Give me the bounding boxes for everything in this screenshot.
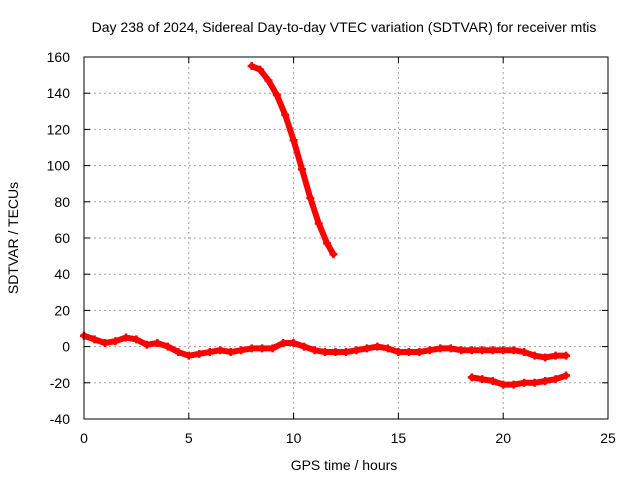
x-tick-label: 25 [600,430,616,446]
y-tick-label: 40 [54,266,70,282]
data-point [329,250,338,259]
data-point [530,378,539,387]
data-point [163,342,172,351]
data-point [289,338,298,347]
data-point [289,136,298,145]
data-point [111,337,120,346]
data-point [306,194,315,203]
data-point [279,338,288,347]
data-point [446,344,455,353]
data-point [499,380,508,389]
data-point [268,344,277,353]
data-point [90,335,99,344]
y-axis-label: SDTVAR / TECUs [5,182,21,294]
data-point [264,76,273,85]
data-point [153,338,162,347]
data-point [237,346,246,355]
data-point [551,375,560,384]
data-point [100,338,109,347]
data-point [425,346,434,355]
data-point [272,91,281,100]
data-point [499,346,508,355]
data-point [404,348,413,357]
data-point [562,371,571,380]
data-point [323,239,332,248]
data-point [300,342,309,351]
data-layer [80,62,571,389]
series-descending-arc [247,62,338,259]
data-point [467,346,476,355]
data-point [362,344,371,353]
data-point [541,353,550,362]
y-tick-label: -40 [50,411,70,427]
data-point [478,346,487,355]
data-point [258,344,267,353]
data-point [467,373,476,382]
data-point [394,348,403,357]
data-point [142,340,151,349]
chart-title: Day 238 of 2024, Sidereal Day-to-day VTE… [92,19,597,35]
data-point [373,342,382,351]
data-point [256,65,265,74]
series-trace [468,372,570,388]
tick-layer: 0 5 10 15 20 25 -40 -20 0 20 40 60 80 100 120 140 160 [47,49,616,446]
data-point [415,348,424,357]
data-point [436,344,445,353]
x-tick-label: 10 [286,430,302,446]
data-point [226,348,235,357]
data-point [509,346,518,355]
y-tick-label: 120 [47,121,71,137]
x-tick-label: 20 [495,430,511,446]
data-point [541,376,550,385]
data-point [321,348,330,357]
data-point [383,344,392,353]
data-point [478,375,487,384]
data-point [488,376,497,385]
x-axis-label: GPS time / hours [291,457,398,473]
data-point [457,346,466,355]
data-point [310,346,319,355]
x-tick-label: 5 [185,430,193,446]
data-point [195,349,204,358]
data-point [520,348,529,357]
data-point [132,335,141,344]
data-point [281,110,290,119]
data-point [488,346,497,355]
y-tick-label: 20 [54,302,70,318]
y-tick-label: 80 [54,194,70,210]
data-point [205,348,214,357]
data-point [530,351,539,360]
y-tick-label: 100 [47,158,71,174]
y-tick-label: 0 [62,339,70,355]
x-tick-label: 15 [391,430,407,446]
data-point [121,333,130,342]
series-low-track [467,371,571,389]
data-point [247,62,256,71]
data-point [520,378,529,387]
y-tick-label: 140 [47,85,71,101]
data-point [562,351,571,360]
data-point [216,346,225,355]
data-point [509,380,518,389]
data-point [297,165,306,174]
y-tick-label: 160 [47,49,71,65]
y-tick-label: -20 [50,375,70,391]
data-point [551,351,560,360]
y-tick-label: 60 [54,230,70,246]
data-point [247,344,256,353]
data-point [342,348,350,357]
grid-layer [84,57,608,419]
x-tick-label: 0 [80,430,88,446]
data-point [314,219,323,228]
data-point [174,348,183,357]
data-point [352,346,361,355]
data-point [184,351,193,360]
series-trace [248,63,337,258]
data-point [331,348,340,357]
